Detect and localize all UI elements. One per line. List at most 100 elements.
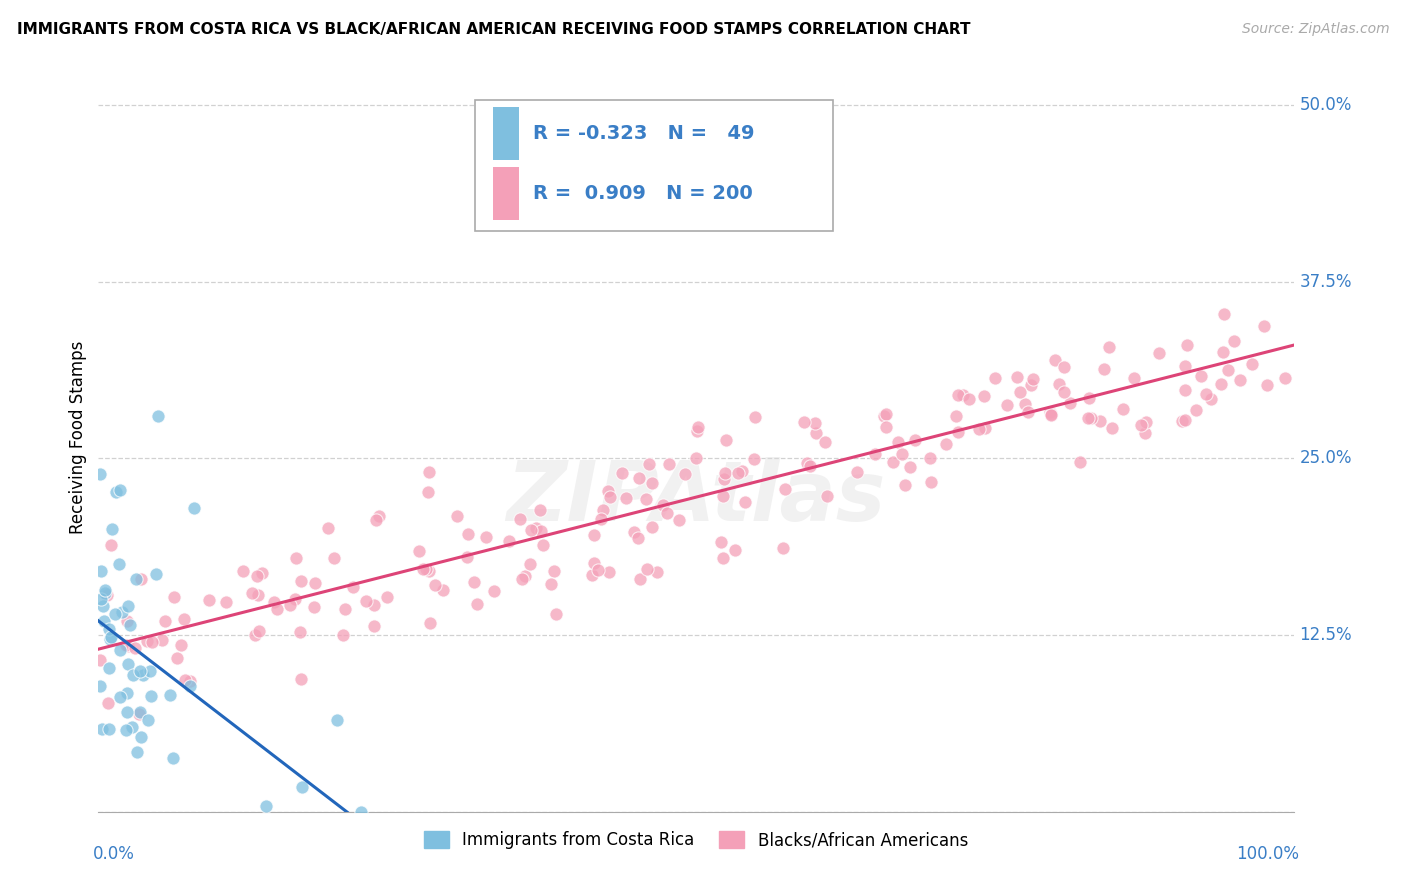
Point	[540, 577, 562, 591]
Point	[415, 562, 437, 576]
Point	[419, 615, 441, 630]
Point	[793, 415, 815, 429]
Point	[179, 679, 201, 693]
Point	[647, 566, 669, 580]
Text: 100.0%: 100.0%	[1236, 846, 1299, 863]
Point	[432, 583, 454, 598]
Point	[243, 628, 266, 642]
Text: 37.5%: 37.5%	[1299, 273, 1353, 291]
Bar	[494, 168, 519, 219]
Point	[1019, 378, 1042, 392]
Point	[90, 591, 112, 606]
Point	[920, 475, 942, 489]
Point	[1088, 414, 1111, 428]
Point	[278, 599, 301, 613]
Point	[332, 628, 354, 642]
Point	[775, 483, 797, 497]
Point	[589, 512, 612, 526]
Point	[141, 634, 163, 648]
Point	[173, 673, 195, 688]
Point	[592, 503, 614, 517]
Point	[1069, 455, 1091, 469]
Point	[179, 673, 201, 688]
Point	[475, 529, 498, 543]
Point	[875, 420, 897, 434]
Point	[1195, 387, 1218, 401]
Point	[1098, 340, 1121, 354]
Point	[1135, 415, 1157, 429]
Point	[641, 475, 664, 490]
Point	[350, 805, 373, 819]
Point	[946, 425, 969, 439]
Point	[366, 513, 388, 527]
Point	[799, 458, 821, 473]
Point	[138, 713, 160, 727]
Point	[100, 538, 122, 552]
Point	[1223, 334, 1246, 348]
Point	[98, 632, 121, 646]
Point	[457, 527, 479, 541]
Point	[368, 509, 391, 524]
Point	[668, 513, 690, 527]
Point	[711, 550, 734, 565]
Point	[150, 632, 173, 647]
Point	[713, 472, 735, 486]
Point	[363, 619, 385, 633]
Point	[1080, 411, 1102, 425]
Point	[89, 467, 111, 481]
Point	[333, 602, 356, 616]
Point	[131, 668, 153, 682]
Point	[814, 434, 837, 449]
Point	[498, 534, 520, 549]
Point	[1253, 318, 1275, 333]
Point	[614, 491, 637, 505]
Point	[772, 541, 794, 555]
Point	[873, 409, 896, 424]
Point	[935, 437, 957, 451]
Point	[796, 456, 818, 470]
Point	[166, 650, 188, 665]
Point	[1077, 411, 1099, 425]
Point	[173, 612, 195, 626]
Point	[658, 457, 681, 471]
Point	[94, 586, 117, 600]
Point	[686, 424, 709, 438]
Point	[1010, 385, 1032, 400]
Point	[524, 521, 547, 535]
Point	[124, 641, 146, 656]
Point	[91, 722, 114, 736]
Point	[290, 574, 312, 588]
Point	[288, 624, 311, 639]
Point	[89, 653, 111, 667]
FancyBboxPatch shape	[475, 100, 834, 231]
Point	[510, 572, 533, 586]
Point	[153, 615, 176, 629]
Point	[246, 588, 269, 602]
Point	[96, 588, 118, 602]
Point	[804, 425, 827, 440]
Point	[139, 689, 162, 703]
Point	[304, 575, 326, 590]
Point	[1212, 345, 1234, 359]
Point	[623, 524, 645, 539]
Point	[734, 495, 756, 509]
Point	[891, 447, 914, 461]
Point	[945, 409, 967, 423]
Point	[108, 558, 131, 572]
Point	[240, 585, 263, 599]
Point	[97, 660, 120, 674]
Point	[628, 572, 651, 586]
Point	[515, 569, 537, 583]
Point	[969, 422, 991, 436]
Point	[463, 575, 485, 590]
Point	[94, 582, 117, 597]
Point	[115, 705, 138, 719]
Point	[1039, 405, 1062, 419]
Point	[887, 434, 910, 449]
Point	[1122, 371, 1144, 385]
Point	[898, 460, 921, 475]
Point	[163, 590, 186, 604]
Point	[1133, 425, 1156, 440]
Point	[1174, 413, 1197, 427]
Point	[128, 706, 150, 721]
